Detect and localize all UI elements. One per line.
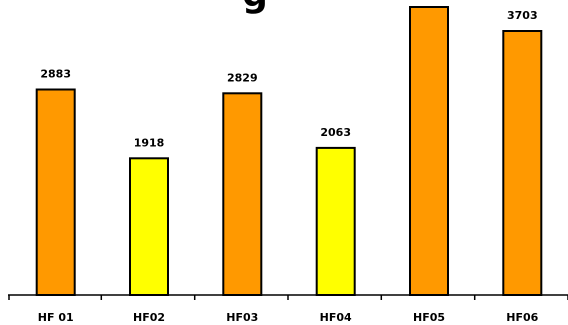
data-label: 2883 [40,68,71,81]
x-tick-label: HF06 [506,311,538,324]
x-tick-label: HF 01 [38,311,74,324]
data-label: 1918 [134,136,165,149]
bar-hf03 [222,92,263,296]
x-tick-label: HF03 [226,311,258,324]
data-label: 2829 [227,71,258,84]
data-label: 2063 [320,126,351,139]
bar-hf01 [35,88,76,296]
x-tick-label: HF05 [413,311,445,324]
x-tick-label: HF02 [133,311,165,324]
x-tick-label: HF04 [320,311,352,324]
bar-hf04 [315,146,356,296]
bar-hf02 [129,157,169,296]
bar-hf05 [409,6,449,296]
bar-hf06 [502,30,543,296]
chart-title: g [242,0,268,15]
data-label: 3703 [507,9,538,22]
